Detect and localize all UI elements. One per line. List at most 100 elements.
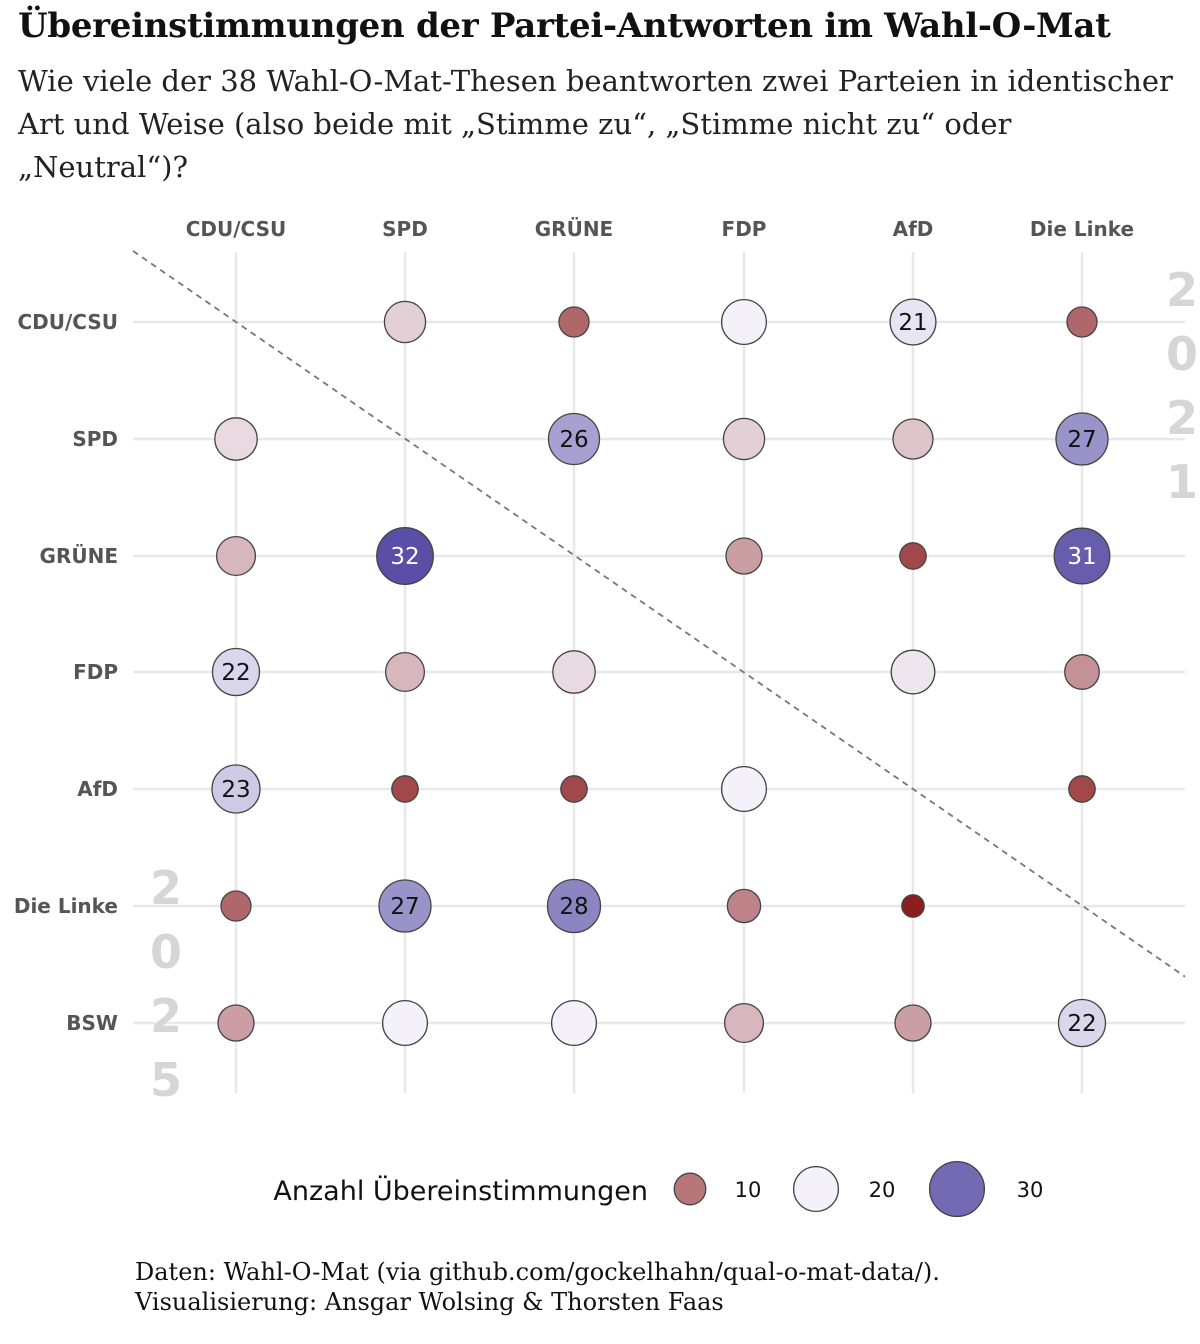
bubble <box>214 417 258 461</box>
row-label: FDP <box>73 660 118 684</box>
bubble-circle <box>220 890 252 922</box>
caption-credit: Visualisierung: Ansgar Wolsing & Thorste… <box>135 1288 724 1316</box>
bubble-value-label: 27 <box>1067 427 1096 453</box>
bubble-circle <box>894 1004 932 1042</box>
bubble <box>722 417 766 461</box>
bubble <box>560 775 588 803</box>
bubble-circle <box>546 878 602 934</box>
legend: Anzahl Übereinstimmungen 10 20 30 <box>273 1160 1043 1218</box>
bubble: 27 <box>1055 412 1109 466</box>
bubble-circle <box>211 647 261 697</box>
bubble <box>384 651 426 693</box>
year-upper-digit: 2 <box>1166 391 1198 445</box>
bubble-circle <box>1053 527 1111 585</box>
bubble-circle <box>1066 306 1098 338</box>
bubble-value-label: 21 <box>898 310 927 336</box>
bubble: 28 <box>546 878 602 934</box>
bubble: 27 <box>378 879 432 933</box>
bubble-value-label: 22 <box>1067 1011 1096 1037</box>
bubble-value-label: 23 <box>221 777 250 803</box>
bubble-value-label: 27 <box>390 894 419 920</box>
column-labels: CDU/CSU SPD GRÜNE FDP AfD Die Linke <box>186 217 1134 241</box>
bubble-circle <box>1064 654 1100 690</box>
bubble-circle <box>384 651 426 693</box>
column-label: SPD <box>382 217 428 241</box>
bubble <box>1066 306 1098 338</box>
bubble-circle <box>720 298 768 346</box>
bubble <box>383 300 427 344</box>
legend-key-circle <box>673 1172 707 1206</box>
bubble-circle <box>381 999 429 1047</box>
bubble-value-label: 32 <box>390 544 419 570</box>
column-label: AfD <box>893 217 934 241</box>
bubble-circle <box>899 542 927 570</box>
caption: Daten: Wahl-O-Mat (via github.com/gockel… <box>135 1257 1185 1317</box>
bubble-circle <box>889 298 937 346</box>
legend-key-circle <box>792 1165 840 1213</box>
year-lower-digit: 0 <box>150 925 182 979</box>
bubble: 26 <box>547 412 601 466</box>
chart-title: Übereinstimmungen der Partei-Antworten i… <box>18 6 1111 46</box>
bubble <box>726 888 762 924</box>
legend-key-label: 20 <box>869 1178 896 1202</box>
bubble-circle <box>892 418 934 460</box>
bubble-circle <box>1057 998 1107 1048</box>
bubble-circle <box>558 306 590 338</box>
year-upper-digit: 0 <box>1166 327 1198 381</box>
bubble-circle <box>722 417 766 461</box>
bubble <box>894 1004 932 1042</box>
bubble-circle <box>1068 775 1096 803</box>
caption-source: Daten: Wahl-O-Mat (via github.com/gockel… <box>135 1258 940 1286</box>
bubble-circle <box>391 775 419 803</box>
bubble-circle <box>547 412 601 466</box>
bubble-circle <box>560 775 588 803</box>
bubble: 22 <box>1057 998 1107 1048</box>
year-lower-digit: 2 <box>150 861 182 915</box>
bubble-circle <box>726 888 762 924</box>
bubble-circle <box>901 894 925 918</box>
row-label: CDU/CSU <box>17 310 118 334</box>
year-labels: 2 0 21 2 0 2 5 <box>150 263 1198 1107</box>
column-label: FDP <box>722 217 767 241</box>
column-label: Die Linke <box>1030 217 1134 241</box>
bubble-circle <box>214 417 258 461</box>
bubble-circle <box>215 535 257 577</box>
bubble <box>901 894 925 918</box>
column-label: CDU/CSU <box>186 217 287 241</box>
bubble-value-label: 28 <box>559 894 588 920</box>
bubble: 31 <box>1053 527 1111 585</box>
bubble: 21 <box>889 298 937 346</box>
bubble-circle <box>550 999 598 1047</box>
bubble <box>391 775 419 803</box>
bubble <box>558 306 590 338</box>
row-label: AfD <box>77 777 118 801</box>
bubble-circle <box>1055 412 1109 466</box>
bubble-circle <box>725 537 763 575</box>
bubble <box>720 298 768 346</box>
bubble: 22 <box>211 647 261 697</box>
bubble <box>720 765 768 813</box>
bubble <box>892 418 934 460</box>
bubble <box>552 650 596 694</box>
grid-lines <box>133 252 1185 1093</box>
bubble <box>723 1002 765 1044</box>
bubble-circle <box>890 649 936 695</box>
row-labels: CDU/CSU SPD GRÜNE FDP AfD Die Linke BSW <box>14 310 118 1035</box>
year-lower-digit: 2 <box>150 989 182 1043</box>
bubble <box>725 537 763 575</box>
bubble <box>1068 775 1096 803</box>
column-label: GRÜNE <box>535 217 613 241</box>
bubble-circle <box>217 1004 255 1042</box>
bubbles: 21 26 27 32 31 22 23 27 28 22 <box>211 298 1111 1048</box>
bubble <box>381 999 429 1047</box>
year-upper-digit: 1 <box>1166 455 1198 509</box>
bubble <box>550 999 598 1047</box>
bubble-circle <box>723 1002 765 1044</box>
bubble <box>1064 654 1100 690</box>
bubble-circle <box>720 765 768 813</box>
row-label: BSW <box>66 1011 118 1035</box>
bubble-circle <box>211 764 261 814</box>
row-label: GRÜNE <box>40 544 118 568</box>
year-lower-digit: 5 <box>150 1053 182 1107</box>
